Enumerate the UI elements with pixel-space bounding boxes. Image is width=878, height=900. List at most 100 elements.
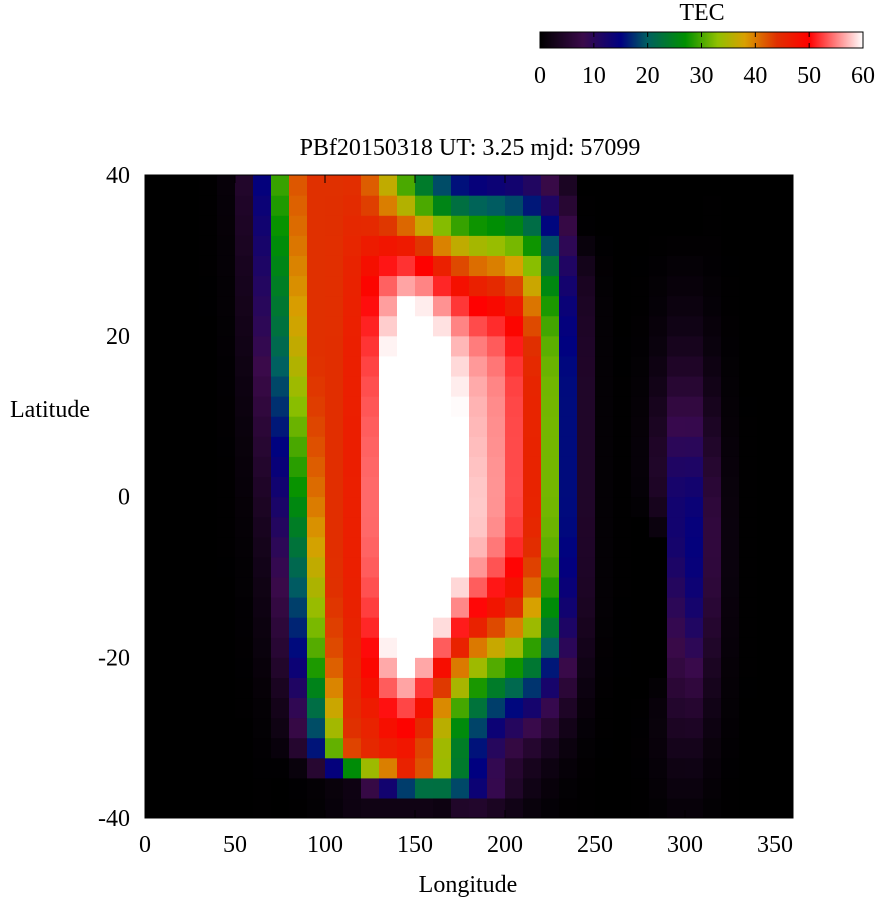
heatmap-cell (703, 516, 722, 538)
heatmap-cell (379, 496, 398, 518)
heatmap-cell (559, 315, 578, 337)
colorbar-tick-label: 60 (851, 63, 875, 89)
heatmap-cell (541, 235, 560, 256)
heatmap-cell (739, 335, 758, 357)
heatmap-cell (361, 697, 380, 719)
heatmap-cell (541, 195, 560, 216)
heatmap-cell (775, 737, 793, 759)
heatmap-cell (559, 536, 578, 558)
heatmap-cell (541, 576, 560, 598)
heatmap-cell (253, 456, 272, 477)
heatmap-cell (181, 757, 200, 779)
heatmap-cell (181, 496, 200, 518)
heatmap-cell (541, 355, 560, 377)
heatmap-cell (667, 175, 686, 196)
heatmap-cell (649, 516, 668, 538)
heatmap-cell (757, 536, 776, 558)
heatmap-cell (379, 556, 398, 578)
heatmap-cell (469, 777, 488, 799)
heatmap-cell (307, 476, 326, 498)
heatmap-cell (649, 617, 668, 638)
heatmap-cell (469, 617, 488, 638)
heatmap-cell (631, 536, 650, 558)
heatmap-cell (379, 335, 398, 357)
heatmap-cell (163, 737, 182, 759)
heatmap-cell (397, 657, 416, 678)
heatmap-cell (343, 617, 362, 638)
heatmap-cell (289, 175, 308, 196)
heatmap-cell (379, 536, 398, 558)
heatmap-cell (739, 255, 758, 277)
heatmap-cell (271, 355, 290, 377)
heatmap-cell (721, 797, 740, 818)
heatmap-cell (433, 777, 452, 799)
heatmap-cell (253, 295, 272, 317)
heatmap-cell (721, 416, 740, 437)
heatmap-cell (451, 235, 470, 256)
heatmap-cell (289, 717, 308, 739)
heatmap-cell (271, 697, 290, 719)
heatmap-cell (163, 677, 182, 699)
heatmap-cell (541, 797, 560, 818)
y-tick-label: 40 (106, 163, 130, 189)
heatmap-cell (361, 516, 380, 538)
heatmap-cell (163, 375, 182, 397)
heatmap-cell (523, 355, 542, 377)
heatmap-cell (343, 396, 362, 417)
heatmap-cell (739, 436, 758, 457)
heatmap-cell (469, 396, 488, 417)
heatmap-cell (757, 757, 776, 779)
heatmap-cell (577, 215, 596, 236)
heatmap-cell (235, 235, 254, 256)
heatmap-cell (253, 536, 272, 558)
heatmap-cell (361, 436, 380, 457)
heatmap-cell (361, 657, 380, 678)
heatmap-cell (469, 556, 488, 578)
heatmap-cell (523, 195, 542, 216)
heatmap-cell (451, 536, 470, 558)
heatmap-cell (397, 596, 416, 618)
heatmap-cell (253, 396, 272, 417)
heatmap-cell (487, 777, 506, 799)
heatmap-cell (199, 436, 218, 457)
heatmap-cell (631, 436, 650, 457)
heatmap-cell (397, 436, 416, 457)
heatmap-cell (649, 275, 668, 297)
heatmap-cell (343, 737, 362, 759)
heatmap-cell (415, 717, 434, 739)
heatmap-cell (667, 576, 686, 598)
heatmap-cell (703, 717, 722, 739)
heatmap-cell (703, 436, 722, 457)
heatmap-cell (757, 315, 776, 337)
heatmap-cell (289, 375, 308, 397)
heatmap-cell (649, 215, 668, 236)
heatmap-cell (631, 717, 650, 739)
heatmap-cell (721, 677, 740, 699)
heatmap-cell (379, 476, 398, 498)
heatmap-cell (217, 617, 236, 638)
heatmap-cell (559, 617, 578, 638)
heatmap-cell (307, 596, 326, 618)
heatmap-cell (289, 195, 308, 216)
heatmap-cell (577, 175, 596, 196)
heatmap-cell (595, 416, 614, 437)
heatmap-cell (433, 456, 452, 477)
heatmap-cell (199, 195, 218, 216)
heatmap-cell (379, 235, 398, 256)
heatmap-cell (397, 576, 416, 598)
heatmap-cell (145, 195, 164, 216)
heatmap-cell (703, 275, 722, 297)
heatmap-cell (577, 456, 596, 477)
heatmap-cell (541, 697, 560, 719)
heatmap-cell (577, 275, 596, 297)
heatmap-cell (235, 295, 254, 317)
heatmap-cell (703, 737, 722, 759)
heatmap-cell (433, 275, 452, 297)
heatmap-cell (775, 777, 793, 799)
heatmap-cell (343, 215, 362, 236)
heatmap-cell (559, 295, 578, 317)
heatmap-cell (649, 416, 668, 437)
heatmap-cell (685, 637, 704, 658)
heatmap-cell (649, 315, 668, 337)
heatmap-cell (613, 596, 632, 618)
